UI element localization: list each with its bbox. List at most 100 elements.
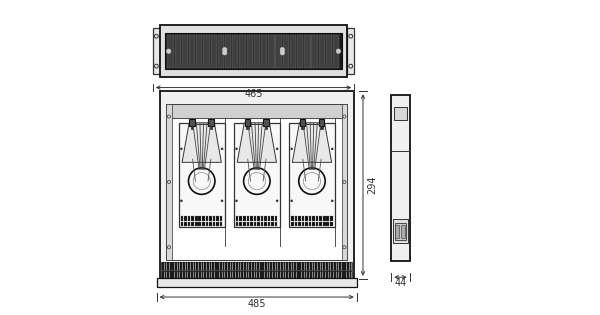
Bar [305,222,308,226]
Bar [196,35,202,68]
Circle shape [221,200,223,202]
Bar [305,216,308,220]
Bar [320,262,322,271]
Bar [312,216,315,220]
Circle shape [280,50,284,55]
Bar [313,262,314,271]
Bar [254,222,256,226]
Bar [264,222,267,226]
Bar [326,262,328,271]
Bar [350,271,352,279]
Bar [305,271,307,279]
Bar [326,35,332,68]
Circle shape [180,147,182,150]
Bar [223,262,224,271]
Bar [331,262,333,271]
Bar [220,216,223,220]
Bar [225,35,231,68]
Bar [393,219,408,243]
Bar [271,271,272,279]
Bar [170,271,172,279]
Bar [278,271,280,279]
Bar [217,271,219,279]
Bar [337,271,338,279]
Bar [209,216,212,220]
Bar [181,262,182,271]
Bar [401,225,405,238]
Bar [166,104,172,260]
Bar [241,262,243,271]
Circle shape [290,200,293,202]
Circle shape [223,50,227,55]
Circle shape [223,48,227,52]
Bar [183,271,185,279]
Bar [265,126,268,129]
Bar [252,262,254,271]
Bar [196,262,198,271]
Bar [233,271,235,279]
Bar [202,222,205,226]
Bar [302,216,304,220]
Circle shape [235,200,238,202]
Bar [333,35,340,68]
Bar [239,222,242,226]
Bar [209,222,212,226]
Bar [292,262,293,271]
Bar [202,216,205,220]
Bar [206,216,208,220]
Bar [257,271,259,279]
Bar [261,35,268,68]
Bar [297,35,304,68]
Bar [212,271,214,279]
Bar [210,126,212,129]
Bar [271,262,272,271]
Bar [257,262,259,271]
Bar [323,222,326,226]
Bar [262,262,264,271]
Circle shape [180,200,182,202]
Bar [226,262,227,271]
Bar [320,271,322,279]
Bar [243,216,245,220]
Bar [247,222,249,226]
Bar [190,119,195,126]
Bar [312,222,315,226]
Bar [236,271,238,279]
Bar [310,262,312,271]
Bar [298,216,301,220]
Bar [215,271,217,279]
Bar [347,28,354,74]
Bar [207,262,209,271]
Bar [195,216,197,220]
Bar [249,262,251,271]
Bar [294,262,296,271]
Bar [188,262,190,271]
Bar [196,271,198,279]
Bar [245,119,250,126]
Bar [215,262,217,271]
Bar [284,262,286,271]
Bar [166,104,347,118]
Bar [262,271,264,279]
Bar [223,271,224,279]
Bar [244,271,245,279]
Bar [309,216,311,220]
Bar [394,107,407,120]
Bar [283,35,289,68]
Bar [299,262,301,271]
Bar [299,271,301,279]
Bar [191,126,193,129]
Bar [291,216,293,220]
Bar [298,222,301,226]
Bar [260,271,262,279]
Bar [310,271,312,279]
Bar [316,262,317,271]
Circle shape [166,49,171,53]
Bar [275,216,277,220]
Bar [391,95,410,261]
Bar [164,271,166,279]
Bar [206,222,208,226]
Bar [319,35,325,68]
Bar [260,262,262,271]
Bar [202,271,203,279]
